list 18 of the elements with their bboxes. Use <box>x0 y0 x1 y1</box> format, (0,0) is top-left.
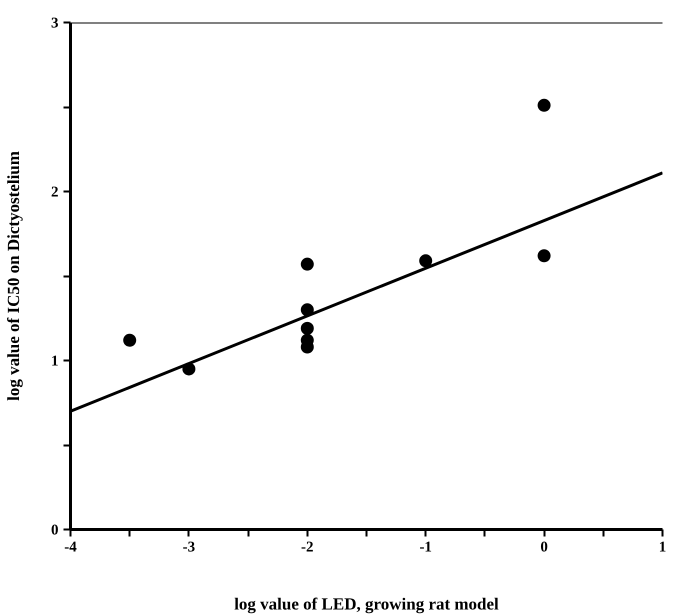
x-tick-label: -3 <box>182 540 196 556</box>
x-tick-label: -1 <box>419 540 432 556</box>
x-tick-label: 1 <box>658 540 666 556</box>
x-tick-label: -4 <box>64 540 78 556</box>
point <box>300 322 314 335</box>
point <box>538 249 551 262</box>
point <box>419 254 432 268</box>
y-tick-label: 3 <box>51 16 58 32</box>
y-axis-title: log value of IC50 on Dictyostelium <box>4 151 23 401</box>
point <box>538 98 551 112</box>
x-tick-label: -2 <box>301 540 314 556</box>
point <box>123 334 136 347</box>
y-tick-label: 0 <box>51 522 58 538</box>
x-axis-title: log value of LED, growing rat model <box>234 594 500 614</box>
x-tick-label: 0 <box>540 540 548 556</box>
point <box>300 258 314 271</box>
y-tick-label: 1 <box>51 354 58 370</box>
y-tick-label: 2 <box>51 184 58 200</box>
